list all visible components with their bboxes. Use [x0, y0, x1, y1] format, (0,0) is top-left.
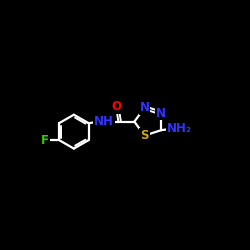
Text: NH₂: NH₂ [167, 122, 192, 135]
Text: N: N [140, 101, 149, 114]
Text: F: F [41, 134, 49, 146]
Text: S: S [140, 129, 149, 142]
Text: O: O [112, 100, 122, 114]
Text: NH: NH [94, 115, 114, 128]
Text: N: N [156, 106, 166, 120]
